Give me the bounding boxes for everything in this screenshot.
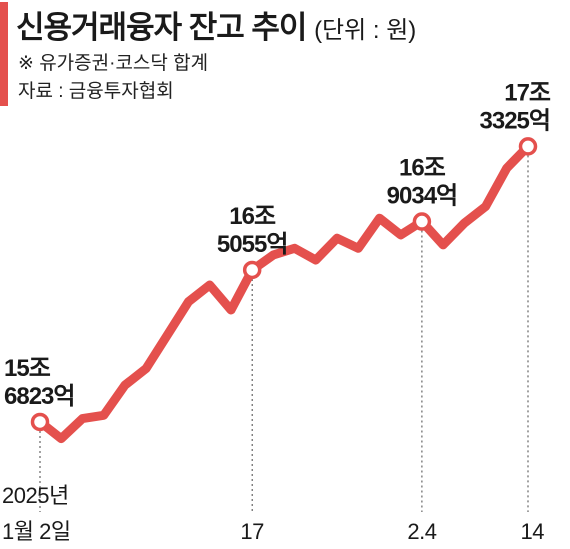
source-text: 자료 : 금융투자협회 — [18, 81, 174, 102]
markers — [30, 137, 538, 432]
data-point-marker — [518, 137, 538, 156]
annotation-value: 3325억 — [480, 107, 550, 134]
x-tick-year-label: 2025년 — [2, 483, 69, 508]
annotation-value: 9034억 — [387, 183, 457, 210]
series-line — [35, 141, 533, 444]
chart-title-text: 신용거래융자 잔고 추이 — [16, 10, 307, 45]
annotation-value: 6823억 — [4, 383, 74, 410]
chart-title: 신용거래융자 잔고 추이 (단위 : 원) — [16, 2, 416, 47]
note-text: ※ 유가증권·코스닥 합계 — [18, 53, 209, 74]
annotation-label: 16조 — [229, 203, 276, 230]
data-point-marker — [242, 260, 262, 280]
annotation-label: 16조 — [399, 155, 446, 182]
data-point-marker — [412, 212, 432, 231]
data-point-marker — [30, 412, 50, 432]
annotation-label: 15조 — [4, 355, 51, 382]
x-tick-label: 14 — [521, 519, 545, 544]
x-tick-label: 2.4 — [407, 519, 436, 544]
unit-label: (단위 : 원) — [314, 17, 417, 44]
annotation-label: 17조 — [504, 79, 551, 106]
guide-lines — [39, 155, 529, 512]
annotation-value: 5055억 — [217, 231, 287, 258]
accent-bar — [0, 2, 8, 106]
x-tick-label: 1월 2일 — [2, 519, 71, 544]
x-axis-ticks: 2025년 1월 2일 17 2.4 14 — [2, 483, 545, 544]
x-tick-label: 17 — [240, 519, 264, 544]
